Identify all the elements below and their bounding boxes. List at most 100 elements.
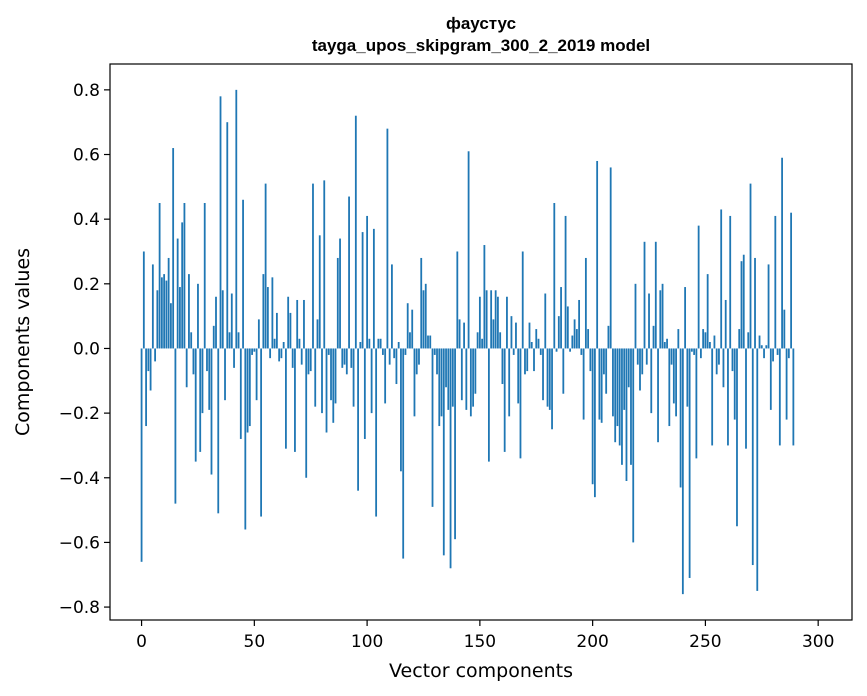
bar-component-68 <box>294 348 296 452</box>
bar-component-133 <box>440 348 443 417</box>
bar-component-230 <box>659 290 662 349</box>
bar-component-59 <box>273 338 276 349</box>
bar-component-200 <box>591 348 594 485</box>
bar-component-171 <box>526 348 529 372</box>
bar-component-83 <box>327 348 330 355</box>
bar-component-8 <box>158 203 161 349</box>
bar-component-160 <box>501 348 504 385</box>
bar-component-149 <box>476 332 479 349</box>
bar-component-208 <box>609 167 612 349</box>
bar-component-147 <box>472 348 475 407</box>
bar-component-285 <box>783 309 786 349</box>
bar-component-236 <box>672 348 675 404</box>
bar-component-219 <box>634 283 637 349</box>
bar-component-60 <box>275 312 278 349</box>
bar-component-209 <box>612 348 614 417</box>
bar-component-282 <box>776 348 779 355</box>
bar-component-287 <box>787 348 790 359</box>
bar-component-181 <box>548 348 551 410</box>
bar-component-225 <box>648 293 650 349</box>
bar-component-249 <box>702 329 705 349</box>
bar-component-218 <box>632 348 635 543</box>
bar-component-125 <box>422 290 425 349</box>
bar-component-22 <box>190 332 193 349</box>
bar-component-254 <box>713 335 716 349</box>
bar-component-16 <box>176 238 179 349</box>
bar-component-116 <box>402 348 405 559</box>
bar-component-109 <box>386 128 389 349</box>
bar-component-55 <box>264 183 267 349</box>
bar-component-5 <box>151 264 154 349</box>
bar-component-72 <box>303 299 305 349</box>
bar-component-112 <box>393 348 396 359</box>
bar-component-127 <box>427 335 429 349</box>
bar-component-284 <box>781 157 783 349</box>
chart-title: фаустус <box>446 14 516 33</box>
bar-component-17 <box>179 287 181 349</box>
bar-component-50 <box>253 348 256 352</box>
bar-component-277 <box>765 345 768 349</box>
bar-component-91 <box>345 348 348 375</box>
bar-component-215 <box>625 348 628 481</box>
bar-component-220 <box>636 348 639 365</box>
bar-component-27 <box>201 348 204 414</box>
bar-component-155 <box>490 290 493 349</box>
bar-component-223 <box>643 241 646 349</box>
bar-component-229 <box>657 348 659 443</box>
bar-component-258 <box>722 348 725 388</box>
y-axis-ticks: −0.8 −0.6 −0.4 −0.2 0.0 0.2 0.4 0.6 0.8 <box>59 81 110 618</box>
bar-component-288 <box>790 212 793 349</box>
bar-component-159 <box>499 332 502 349</box>
bar-component-87 <box>336 257 339 349</box>
bar-component-157 <box>494 290 497 349</box>
bar-component-222 <box>641 348 644 375</box>
bar-component-129 <box>431 348 434 507</box>
bar-component-62 <box>280 348 283 359</box>
x-tick-label: 150 <box>464 632 496 652</box>
bar-component-250 <box>704 332 707 349</box>
bar-component-212 <box>618 348 621 446</box>
y-tick-label: −0.8 <box>59 598 100 618</box>
bar-component-103 <box>372 228 375 349</box>
bar-component-274 <box>758 335 761 349</box>
bar-component-228 <box>654 241 657 349</box>
bar-component-214 <box>623 348 626 410</box>
bar-component-232 <box>663 342 666 349</box>
bar-component-28 <box>203 203 206 349</box>
bar-component-184 <box>555 348 558 352</box>
bar-component-187 <box>562 348 565 394</box>
y-tick-label: 0.4 <box>73 210 100 230</box>
bar-component-131 <box>436 348 438 375</box>
bar-component-143 <box>463 322 465 349</box>
plot-area-frame <box>109 63 853 621</box>
bar-component-270 <box>749 183 752 349</box>
bar-component-263 <box>733 348 736 420</box>
bar-component-177 <box>539 348 542 355</box>
bar-component-192 <box>573 319 576 349</box>
bar-component-136 <box>447 348 450 410</box>
bar-component-126 <box>424 283 427 349</box>
bar-component-37 <box>224 348 226 401</box>
bar-component-63 <box>282 342 285 349</box>
bar-component-0 <box>140 348 143 562</box>
bar-component-54 <box>262 274 265 349</box>
bar-component-51 <box>255 348 258 401</box>
bar-component-169 <box>521 251 524 349</box>
bar-component-141 <box>458 319 461 349</box>
bar-component-158 <box>497 296 499 349</box>
bar-component-71 <box>300 348 303 365</box>
bar-component-99 <box>363 348 366 439</box>
bar-component-253 <box>711 348 714 446</box>
bar-component-137 <box>449 348 452 569</box>
bar-component-14 <box>172 148 175 349</box>
bar-component-65 <box>287 296 290 349</box>
bar-component-89 <box>341 348 344 368</box>
bar-component-280 <box>772 348 774 362</box>
bar-component-47 <box>246 348 249 433</box>
bar-component-82 <box>325 348 328 433</box>
bar-component-118 <box>406 303 409 349</box>
bar-component-15 <box>174 348 177 504</box>
bar-component-41 <box>233 348 235 368</box>
bar-component-123 <box>418 348 420 365</box>
